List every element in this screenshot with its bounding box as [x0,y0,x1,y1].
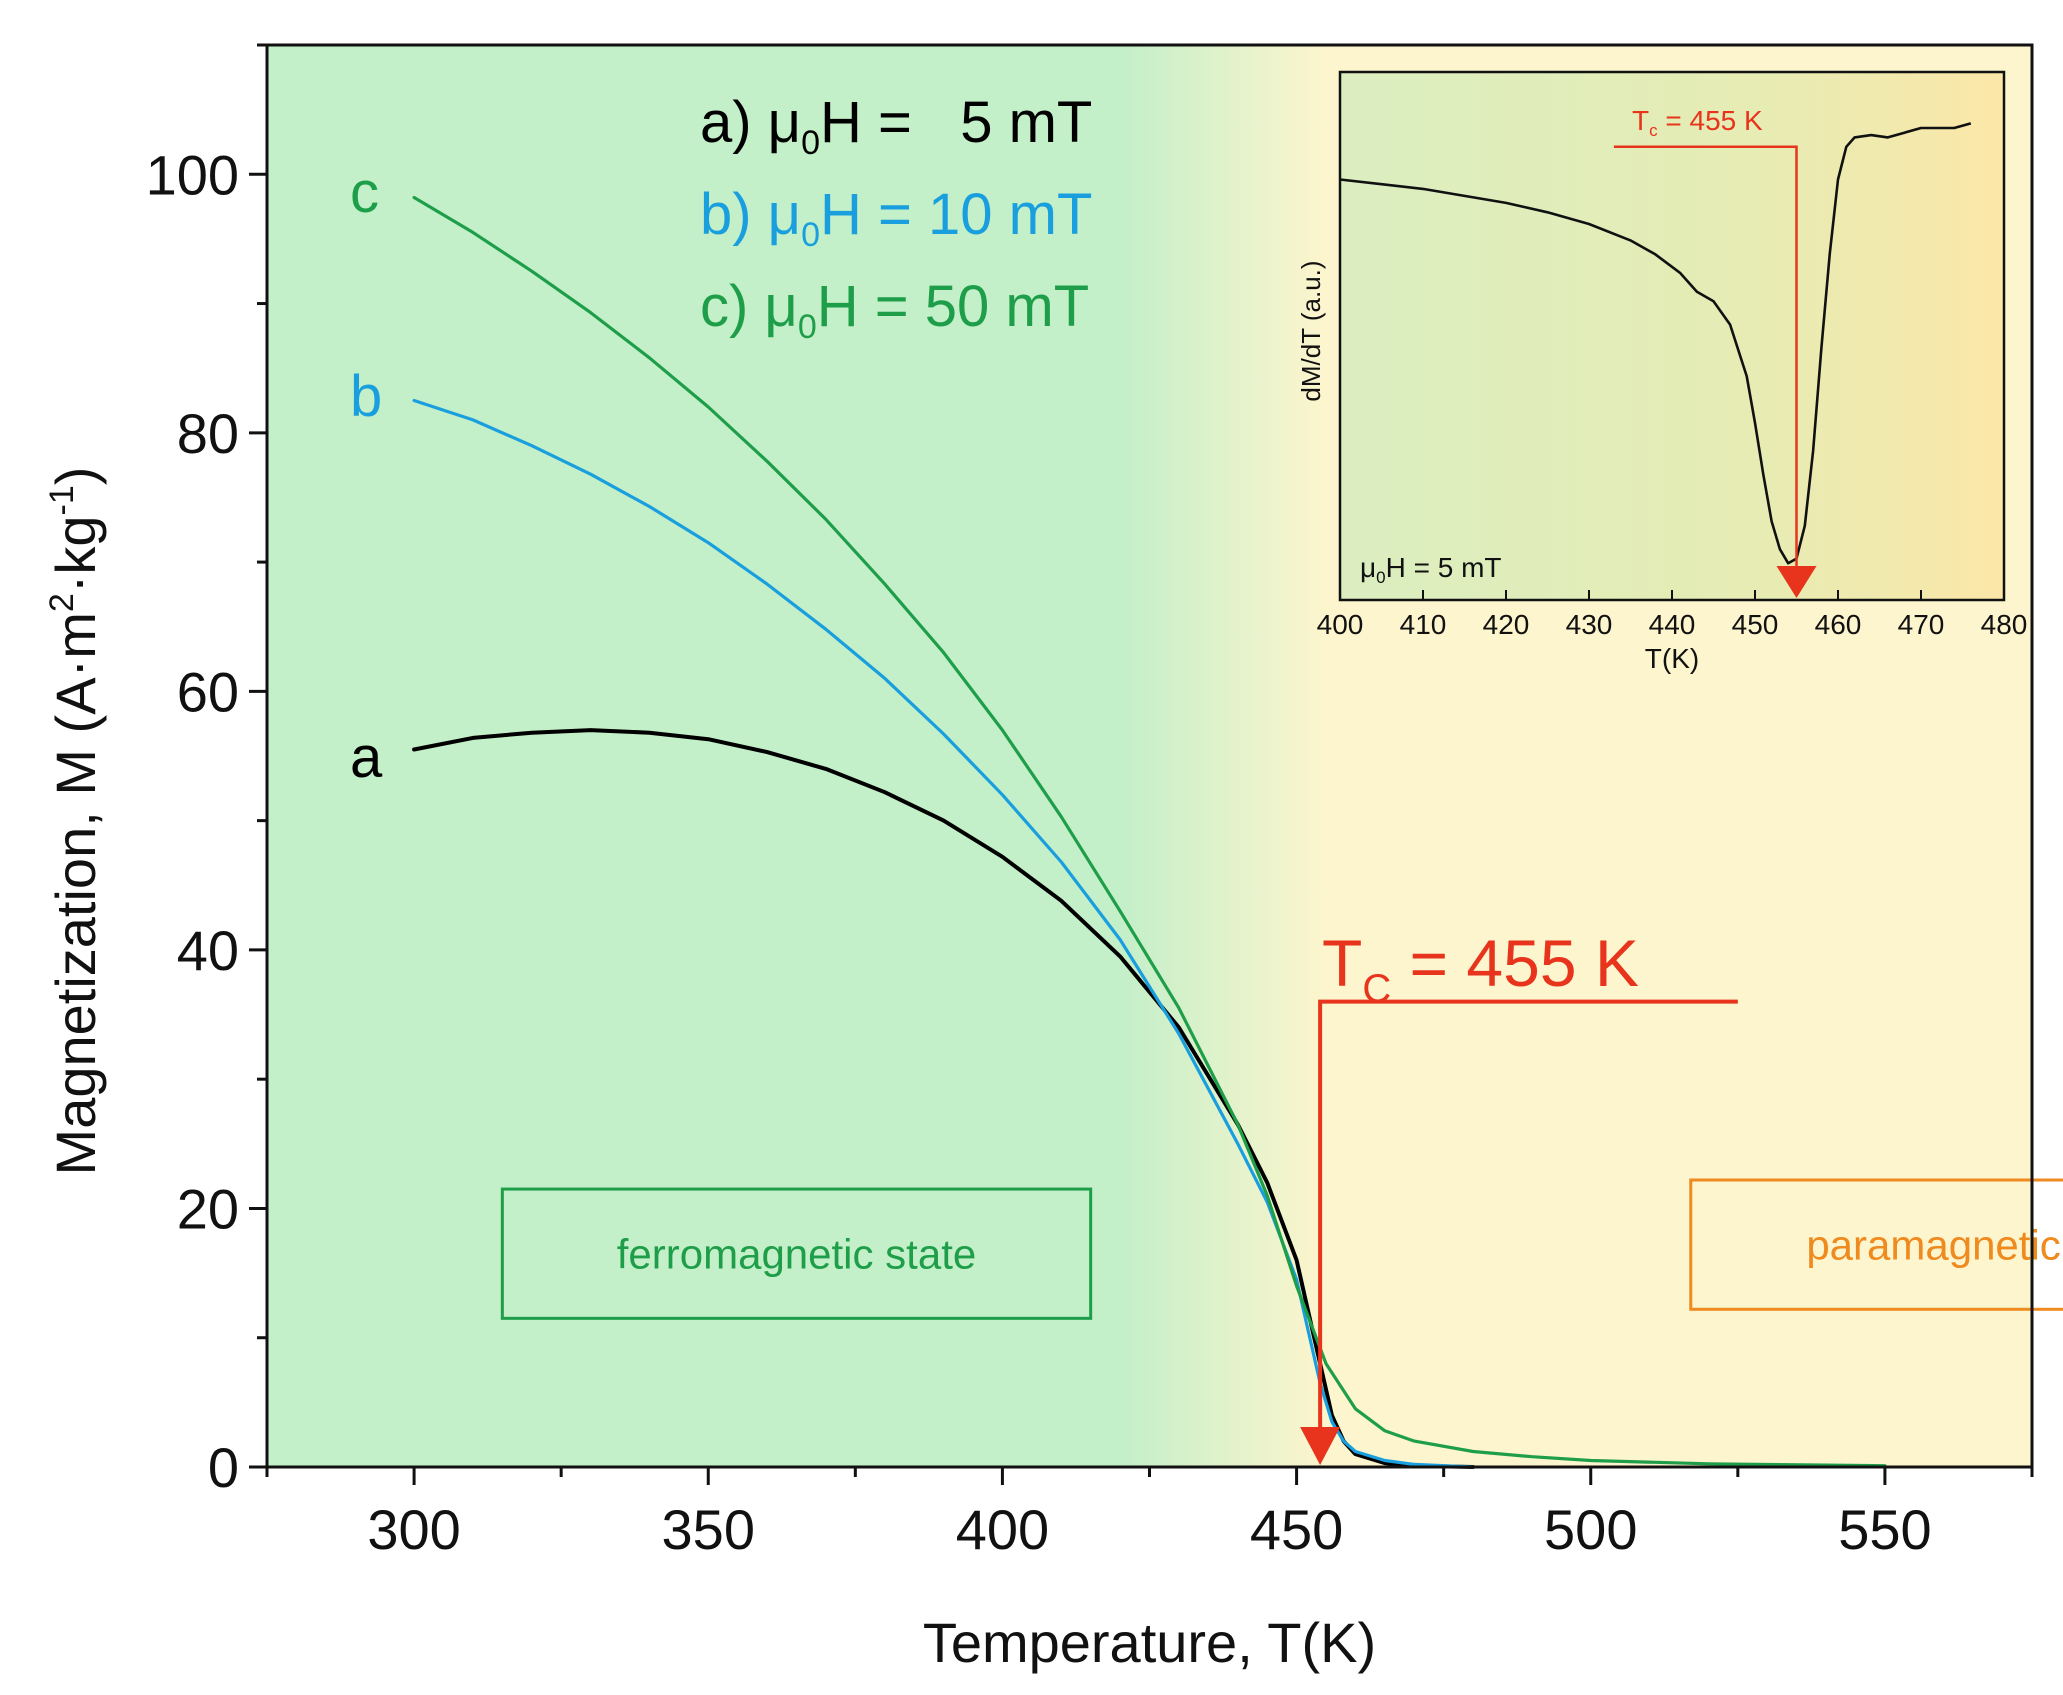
inset-axis-ticks: 400 410 420 430 440 450 460 470 480 [1317,590,2028,640]
legend-b-sub: 0 [801,216,820,254]
x-axis-label: Temperature, T(K) [923,1611,1376,1674]
legend-b-prefix: b) μ [700,182,801,247]
state-boxes: ferromagnetic state paramagnetic state [500,1178,2063,1320]
y-tick-label: 0 [208,1436,239,1499]
main-tc-annotation [1300,999,1738,1465]
inset-field-annotation: μ0H = 5 mT [1360,552,1502,587]
inset-x-tick-label: 480 [1981,609,2028,640]
y-axis-label-prefix: Magnetization, M (A·m [44,612,107,1175]
legend-entry-a: a) μ0H = 5 mT [700,90,1092,162]
y-axis-label-suffix: ) [44,467,107,486]
tc-label: TC = 455 K [1322,926,1639,1011]
y-tick-label: 80 [177,402,239,465]
inset-series-line-dmdt [1339,122,1972,565]
inset-x-axis-label: T(K) [1645,643,1699,674]
y-tick-label: 40 [177,919,239,982]
y-tick-label: 20 [177,1177,239,1240]
inset-x-tick-label: 460 [1815,609,1862,640]
tc-sub: C [1362,967,1391,1011]
series-line-b [412,398,1475,1469]
legend-c-sub: 0 [798,308,817,346]
inset-tc-rest: = 455 K [1658,105,1763,136]
inset-plot-background [1340,72,2004,600]
main-axis-ticks: 300 350 400 450 500 550 0 20 40 60 80 100 [146,43,2034,1561]
inset-series-line [1339,122,1972,565]
legend-c-rest: H = 50 mT [817,274,1089,339]
y-tick-label: 100 [146,143,239,206]
legend: a) μ0H = 5 mT b) μ0H = 10 mT c) μ0H = 50… [700,90,1092,346]
main-series-lines [412,195,1887,1469]
inset-x-tick-label: 410 [1400,609,1447,640]
y-axis-label: Magnetization, M (A·m2·kg-1) [43,467,107,1176]
inset-x-tick-label: 450 [1732,609,1779,640]
legend-entry-c: c) μ0H = 50 mT [700,274,1089,346]
x-tick-label: 550 [1838,1498,1931,1561]
inset-tc-sub: c [1649,121,1658,140]
x-tick-label: 450 [1250,1498,1343,1561]
legend-b-rest: H = 10 mT [820,182,1092,247]
tc-marker-line [1318,999,1738,1431]
tc-rest: = 455 K [1391,926,1639,1000]
inset-x-tick-label: 420 [1483,609,1530,640]
inset-chart: 400 410 420 430 440 450 460 470 480 T(K) dM/dT (… [1296,70,2028,674]
series-line-c [412,195,1887,1468]
tc-main: T [1322,926,1362,1000]
legend-a-prefix: a) μ [700,90,801,155]
legend-entry-b: b) μ0H = 10 mT [700,182,1092,254]
inset-y-axis-label: dM/dT (a.u.) [1296,260,1326,401]
inset-annot-rest: H = 5 mT [1386,552,1502,583]
state-box-0 [500,1187,1093,1320]
x-tick-label: 300 [367,1498,460,1561]
inset-tc-label: Tc = 455 K [1632,105,1763,140]
inset-x-tick-label: 400 [1317,609,1364,640]
state-box-1 [1689,1178,2063,1311]
y-axis-label-exp1: 2 [43,593,81,612]
state-box-label-1: paramagnetic state [1806,1222,2063,1269]
inset-tc-annotation [1613,145,1817,598]
inset-x-tick-label: 470 [1898,609,1945,640]
series-label-b: b [350,364,382,429]
inset-tc-main: T [1632,105,1649,136]
inset-x-tick-label: 440 [1649,609,1696,640]
inset-tc-arrow-head [1776,566,1817,598]
legend-c-prefix: c) μ [700,274,798,339]
series-label-c: c [350,160,379,225]
x-tick-label: 400 [956,1498,1049,1561]
legend-a-sub: 0 [801,124,820,162]
inset-tc-marker-line [1613,145,1798,570]
x-tick-label: 500 [1544,1498,1637,1561]
series-label-a: a [350,725,383,790]
y-tick-label: 60 [177,660,239,723]
y-axis-label-exp2: -1 [43,485,81,515]
inset-annot-prefix: μ [1360,552,1376,583]
inset-annot-sub: 0 [1376,568,1385,587]
legend-a-rest: H = 5 mT [820,90,1092,155]
state-box-label-0: ferromagnetic state [617,1231,977,1278]
tc-arrow-head [1300,1427,1341,1465]
x-tick-label: 350 [662,1498,755,1561]
y-axis-label-mid: ·kg [44,515,107,593]
inset-x-tick-label: 430 [1566,609,1613,640]
